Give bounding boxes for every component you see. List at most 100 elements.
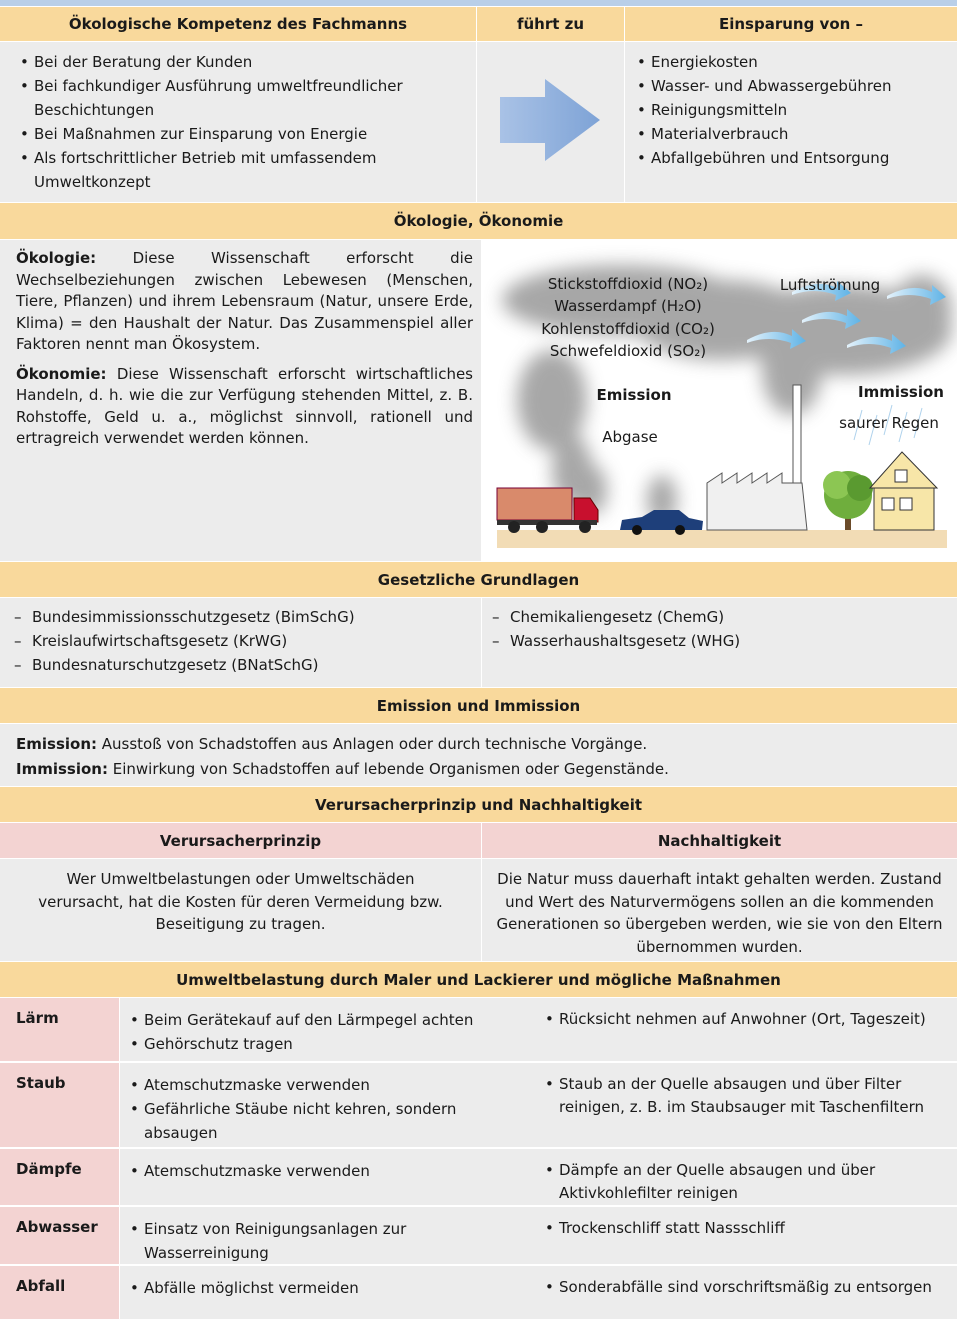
bullet-list: Atemschutzmaske verwenden — [130, 1159, 525, 1183]
dash-list: Chemikaliengesetz (ChemG)Wasserhaushalts… — [492, 605, 949, 653]
header-cell: Einsparung von – — [625, 7, 957, 41]
cell: Bei der Beratung der KundenBei fachkundi… — [0, 42, 476, 202]
row-label-cell: Lärm — [0, 998, 119, 1061]
list-item: Gefährliche Stäube nicht kehren, sondern… — [130, 1097, 525, 1145]
list-item: Chemikaliengesetz (ChemG) — [492, 605, 949, 629]
list-item: Beim Gerätekauf auf den Lärmpegel achten — [130, 1008, 525, 1032]
list-item: Bundesnaturschutzgesetz (BNatSchG) — [14, 653, 473, 677]
list-item: Trockenschliff statt Nassschliff — [545, 1217, 950, 1240]
list-item: Staub an der Quelle absaugen und über Fi… — [545, 1073, 950, 1119]
cell: Die Natur muss dauerhaft intakt gehalten… — [482, 859, 957, 961]
row-label: Abwasser — [16, 1218, 98, 1236]
row-label: Staub — [16, 1074, 66, 1092]
list-item: Dämpfe an der Quelle absaugen und über A… — [545, 1159, 950, 1205]
term: Emission: — [16, 735, 97, 753]
header-text: Ökologische Kompetenz des Fachmanns — [68, 15, 408, 33]
rain — [853, 404, 923, 446]
list-item: Bei der Beratung der Kunden — [20, 50, 462, 74]
factory — [706, 384, 808, 531]
solutions: Dämpfe an der Quelle absaugen und über A… — [545, 1159, 950, 1205]
cell: Chemikaliengesetz (ChemG)Wasserhaushalts… — [482, 598, 957, 687]
list-item: Rücksicht nehmen auf Anwohner (Ort, Tage… — [545, 1008, 950, 1031]
bullet-list: Staub an der Quelle absaugen und über Fi… — [545, 1073, 950, 1119]
airflow-arrows — [747, 281, 946, 354]
paragraph: Immission: Einwirkung von Schadstoffen a… — [16, 757, 947, 782]
list-item: Wasserhaushaltsgesetz (WHG) — [492, 629, 949, 653]
bullet-list: Beim Gerätekauf auf den Lärmpegel achten… — [130, 1008, 525, 1056]
list-item: Abfälle möglichst vermeiden — [130, 1276, 525, 1300]
measures: Beim Gerätekauf auf den Lärmpegel achten… — [130, 1008, 525, 1056]
cell: Atemschutzmaske verwendenGefährliche Stä… — [120, 1063, 957, 1147]
cell: Einsatz von Reinigungsanlagen zur Wasser… — [120, 1207, 957, 1264]
arrow-cell — [477, 42, 624, 202]
list-item: Atemschutzmaske verwenden — [130, 1159, 525, 1183]
solutions: Trockenschliff statt Nassschliff — [545, 1217, 950, 1240]
bullet-list: Atemschutzmaske verwendenGefährliche Stä… — [130, 1073, 525, 1145]
measures: Atemschutzmaske verwenden — [130, 1159, 525, 1183]
list-item: Wasser- und Abwassergebühren — [637, 74, 947, 98]
header-text: Umweltbelastung durch Maler und Lackiere… — [176, 970, 781, 989]
list-item: Bei fachkundiger Ausführung umweltfreund… — [20, 74, 462, 122]
list-item: Kreislaufwirtschaftsgesetz (KrWG) — [14, 629, 473, 653]
gas-label: Stickstoffdioxid (NO₂) — [548, 275, 708, 293]
bullet-list: Sonderabfälle sind vorschriftsmäßig zu e… — [545, 1276, 950, 1299]
house — [868, 451, 939, 531]
solutions: Staub an der Quelle absaugen und über Fi… — [545, 1073, 950, 1119]
immission-label: Immission — [858, 383, 944, 401]
arrow — [500, 79, 600, 161]
car — [620, 510, 703, 535]
paragraph: Ökonomie: Diese Wissenschaft erforscht w… — [16, 364, 473, 450]
header-cell: Gesetzliche Grundlagen — [0, 562, 957, 597]
text: Diese Wissenschaft erforscht die Wechsel… — [16, 249, 473, 353]
cell: Atemschutzmaske verwenden Dämpfe an der Q… — [120, 1149, 957, 1205]
row-label: Dämpfe — [16, 1160, 82, 1178]
term: Immission: — [16, 760, 108, 778]
cell: Wer Umweltbelastungen oder Umweltschäden… — [0, 859, 481, 961]
list-item: Atemschutzmaske verwenden — [130, 1073, 525, 1097]
text: Diese Wissenschaft erforscht wirtschaftl… — [16, 364, 473, 448]
header-cell: Emission und Immission — [0, 688, 957, 723]
list-item: Materialverbrauch — [637, 122, 947, 146]
ground — [497, 530, 947, 548]
header-text: Einsparung von – — [718, 15, 864, 33]
row-label-cell: Staub — [0, 1063, 119, 1147]
header-text: Verursacherprinzip und Nachhaltigkeit — [314, 795, 643, 814]
header-cell: Verursacherprinzip und Nachhaltigkeit — [0, 787, 957, 822]
header-text: Ökologie, Ökonomie — [393, 212, 564, 230]
measures: Einsatz von Reinigungsanlagen zur Wasser… — [130, 1217, 525, 1264]
header-cell: Ökologische Kompetenz des Fachmanns — [0, 7, 476, 41]
term: Ökonomie: — [16, 364, 107, 383]
list-item: Bundesimmissionsschutzgesetz (BimSchG) — [14, 605, 473, 629]
text: Die Natur muss dauerhaft intakt gehalten… — [496, 870, 943, 956]
bullet-list: Abfälle möglichst vermeiden — [130, 1276, 525, 1300]
header-text: Gesetzliche Grundlagen — [377, 570, 580, 589]
row-label-cell: Dämpfe — [0, 1149, 119, 1205]
list-item: Energiekosten — [637, 50, 947, 74]
cell: Ökologie: Diese Wissenschaft erforscht d… — [0, 240, 481, 561]
truck — [496, 487, 599, 533]
text: Ausstoß von Schadstoffen aus Anlagen ode… — [101, 735, 648, 753]
bullet-list: Trockenschliff statt Nassschliff — [545, 1217, 950, 1240]
text: Einwirkung von Schadstoffen auf lebende … — [112, 760, 669, 778]
header-text: Emission und Immission — [376, 696, 581, 715]
bullet-list: Dämpfe an der Quelle absaugen und über A… — [545, 1159, 950, 1205]
bullet-list: Einsatz von Reinigungsanlagen zur Wasser… — [130, 1217, 525, 1264]
row-label-cell: Abwasser — [0, 1207, 119, 1264]
solutions: Rücksicht nehmen auf Anwohner (Ort, Tage… — [545, 1008, 950, 1031]
list-item: Als fortschrittlicher Betrieb mit umfass… — [20, 146, 462, 194]
row-label: Lärm — [16, 1009, 59, 1027]
cell: Emission: Ausstoß von Schadstoffen aus A… — [0, 724, 957, 786]
subheader-cell: Nachhaltigkeit — [482, 823, 957, 858]
measures: Abfälle möglichst vermeiden — [130, 1276, 525, 1300]
paragraph: Emission: Ausstoß von Schadstoffen aus A… — [16, 732, 947, 757]
header-cell: Umweltbelastung durch Maler und Lackiere… — [0, 962, 957, 997]
cell: Abfälle möglichst vermeiden Sonderabfälle… — [120, 1266, 957, 1319]
illustration-cell: Stickstoffdioxid (NO₂) Wasserdampf (H₂O)… — [482, 240, 957, 561]
list-item: Bei Maßnahmen zur Einsparung von Energie — [20, 122, 462, 146]
bullet-list: EnergiekostenWasser- und Abwassergebühre… — [637, 50, 947, 170]
dash-list: Bundesimmissionsschutzgesetz (BimSchG)Kr… — [14, 605, 473, 677]
row-label: Abfall — [16, 1277, 66, 1295]
paragraph: Ökologie: Diese Wissenschaft erforscht d… — [16, 248, 473, 356]
